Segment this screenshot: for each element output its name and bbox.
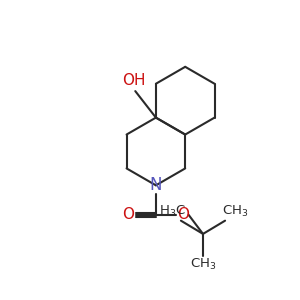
Text: N: N bbox=[150, 176, 162, 194]
Text: O: O bbox=[177, 207, 189, 222]
Text: CH$_3$: CH$_3$ bbox=[190, 257, 216, 272]
Text: OH: OH bbox=[122, 73, 146, 88]
Text: CH$_3$: CH$_3$ bbox=[222, 204, 249, 219]
Text: H$_3$C: H$_3$C bbox=[159, 204, 185, 219]
Text: O: O bbox=[122, 207, 134, 222]
